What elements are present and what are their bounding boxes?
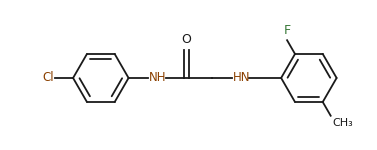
Text: CH₃: CH₃ [333,118,353,128]
Text: O: O [182,33,192,46]
Text: NH: NH [149,71,167,84]
Text: HN: HN [233,71,250,84]
Text: Cl: Cl [43,71,54,84]
Text: F: F [284,24,291,37]
